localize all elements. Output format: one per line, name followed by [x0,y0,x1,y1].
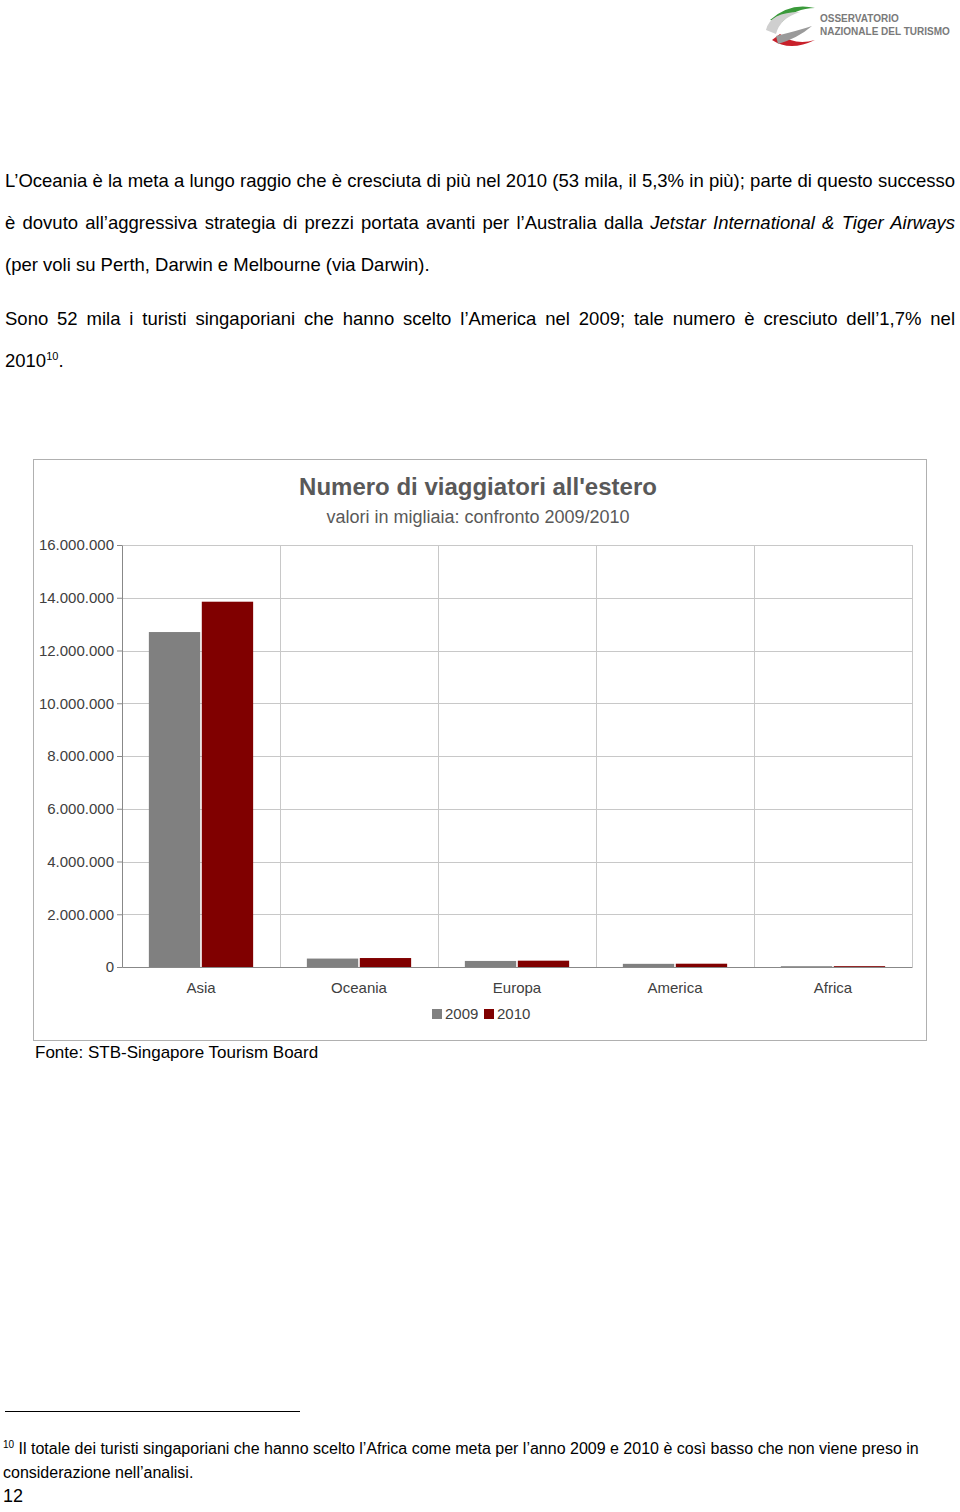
legend-swatch [432,1009,442,1019]
y-tick: 2.000.000 [47,906,122,923]
tick-label: 6.000.000 [47,800,114,817]
footnote: 10 Il totale dei turisti singaporiani ch… [3,1437,958,1485]
grid-line [122,598,912,599]
category-separator [280,545,281,967]
tick-mark [117,651,122,652]
logo-swoosh [766,12,800,34]
x-axis: Asia Oceania Europa America Africa [123,967,913,996]
footnote-rule [5,1411,300,1412]
x-tick: America [647,967,703,996]
grid-line [122,545,912,546]
category-separator [596,545,597,967]
legend-swatch [484,1009,494,1019]
axis-line [123,967,913,968]
logo-text: NAZIONALE DEL TURISMO [820,26,950,37]
chart-frame [34,460,927,1041]
category-separator [438,545,439,967]
tick-label: Oceania [331,979,388,996]
y-tick: 16.000.000 [39,536,122,553]
x-tick: Africa [814,967,853,996]
tick-mark [117,598,122,599]
bar [623,964,674,967]
chart-subtitle: valori in migliaia: confronto 2009/2010 [326,507,629,527]
footnote-marker: 10 [3,1439,14,1450]
x-tick: Oceania [331,967,388,996]
category-separator [912,545,913,967]
legend-label: 2010 [497,1005,530,1022]
chart: 0 2.000.000 4.000.000 6.000.000 8.000.000 10.… [0,0,960,1100]
logo: OSSERVATORIO NAZIONALE DEL TURISMO [0,0,960,70]
text-run: Jetstar International & Tiger Airways [650,212,955,233]
x-tick: Asia [186,967,216,996]
y-tick: 12.000.000 [39,642,122,659]
page-number: 12 [3,1486,23,1507]
category-separator [754,545,755,967]
bar [518,961,569,967]
y-tick: 8.000.000 [47,747,122,764]
paragraph: L’Oceania è la meta a lungo raggio che è… [5,160,955,286]
paragraph: Sono 52 mila i turisti singaporiani che … [5,298,955,382]
tick-label: 10.000.000 [39,695,114,712]
bars [149,602,885,967]
tick-label: 0 [106,958,114,975]
text-run: . [58,350,63,371]
bar [834,966,885,967]
tick-label: Africa [814,979,853,996]
axis-line [122,546,123,968]
y-tick: 4.000.000 [47,853,122,870]
legend: 2009 2010 [432,1005,530,1022]
tick-label: 16.000.000 [39,536,114,553]
tick-label: 14.000.000 [39,589,114,606]
source: Fonte: STB-Singapore Tourism Board [35,1043,318,1063]
tick-mark [117,703,122,704]
footnote-text: Il totale dei turisti singaporiani che h… [3,1440,919,1481]
x-tick: Europa [493,967,542,996]
grid [122,545,913,968]
tick-mark [117,545,122,546]
tick-label: 4.000.000 [47,853,114,870]
chart-title: Numero di viaggiatori all'estero [299,473,657,500]
logo-text: OSSERVATORIO [820,13,899,24]
y-tick: 6.000.000 [47,800,122,817]
tick-label: America [647,979,703,996]
y-tick: 14.000.000 [39,589,122,606]
text-run: 10 [46,350,58,362]
bar [676,964,727,967]
tick-label: 8.000.000 [47,747,114,764]
y-tick: 10.000.000 [39,695,122,712]
tick-label: Europa [493,979,542,996]
tick-mark [117,967,122,968]
bar [781,966,832,967]
bar [307,959,358,967]
legend-label: 2009 [445,1005,478,1022]
tick-label: Asia [186,979,216,996]
tick-mark [117,756,122,757]
tick-mark [117,809,122,810]
logo-swoosh [776,26,812,44]
tick-label: 12.000.000 [39,642,114,659]
bar [360,958,411,967]
bar [202,602,253,967]
text-run: Sono 52 mila i turisti singaporiani che … [5,308,955,371]
bar [149,632,200,967]
bar [465,961,516,967]
text-run: (per voli su Perth, Darwin e Melbourne (… [5,254,430,275]
tick-mark [117,862,122,863]
y-axis: 0 2.000.000 4.000.000 6.000.000 8.000.000 10.… [39,536,123,975]
tick-label: 2.000.000 [47,906,114,923]
tick-mark [117,914,122,915]
y-tick: 0 [106,958,122,975]
grid-line [122,967,912,968]
